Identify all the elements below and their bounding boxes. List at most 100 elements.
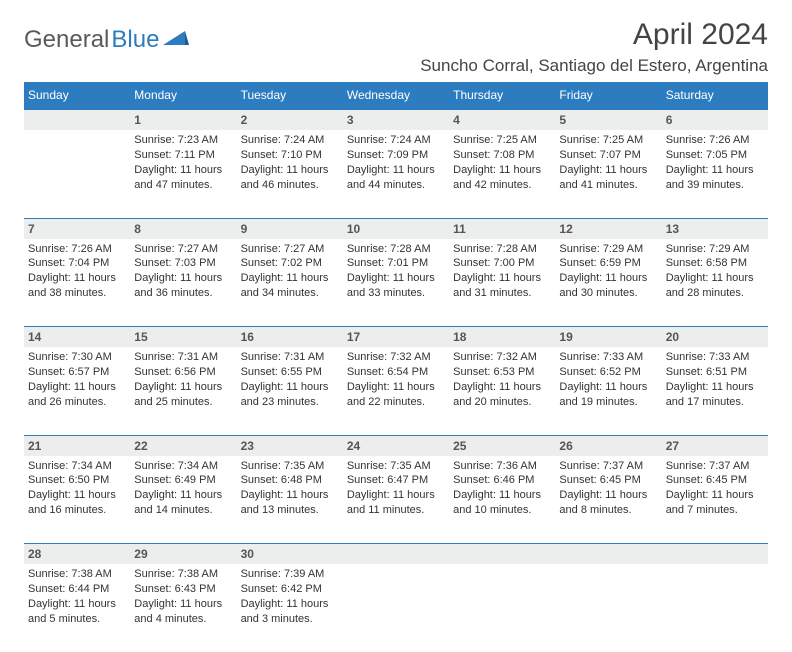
daylight-text: Daylight: 11 hours: [453, 163, 551, 178]
day-details: Sunrise: 7:32 AMSunset: 6:53 PMDaylight:…: [453, 350, 551, 409]
sunset-text: Sunset: 6:44 PM: [28, 582, 126, 597]
sunrise-text: Sunrise: 7:25 AM: [559, 133, 657, 148]
sunset-text: Sunset: 7:04 PM: [28, 256, 126, 271]
sunrise-text: Sunrise: 7:32 AM: [347, 350, 445, 365]
daylight-text: Daylight: 11 hours: [559, 271, 657, 286]
daylight-text: Daylight: 11 hours: [559, 488, 657, 503]
weekday-header-row: Sunday Monday Tuesday Wednesday Thursday…: [24, 82, 768, 109]
daylight-text: Daylight: 11 hours: [134, 380, 232, 395]
day-details: Sunrise: 7:30 AMSunset: 6:57 PMDaylight:…: [28, 350, 126, 409]
day-details: Sunrise: 7:35 AMSunset: 6:47 PMDaylight:…: [347, 459, 445, 518]
sunrise-text: Sunrise: 7:26 AM: [28, 242, 126, 257]
sunset-text: Sunset: 6:45 PM: [666, 473, 764, 488]
sunset-text: Sunset: 7:08 PM: [453, 148, 551, 163]
sunrise-text: Sunrise: 7:34 AM: [28, 459, 126, 474]
daylight-text: and 7 minutes.: [666, 503, 764, 518]
sunrise-text: Sunrise: 7:35 AM: [347, 459, 445, 474]
day-cell: Sunrise: 7:35 AMSunset: 6:47 PMDaylight:…: [343, 456, 449, 544]
day-details: Sunrise: 7:39 AMSunset: 6:42 PMDaylight:…: [241, 567, 339, 626]
daylight-text: Daylight: 11 hours: [134, 271, 232, 286]
day-details: Sunrise: 7:34 AMSunset: 6:50 PMDaylight:…: [28, 459, 126, 518]
day-cell: Sunrise: 7:36 AMSunset: 6:46 PMDaylight:…: [449, 456, 555, 544]
daylight-text: Daylight: 11 hours: [28, 597, 126, 612]
daylight-text: Daylight: 11 hours: [241, 488, 339, 503]
day-number: 20: [662, 327, 768, 348]
week-row: Sunrise: 7:34 AMSunset: 6:50 PMDaylight:…: [24, 456, 768, 544]
day-details: Sunrise: 7:33 AMSunset: 6:51 PMDaylight:…: [666, 350, 764, 409]
daylight-text: and 36 minutes.: [134, 286, 232, 301]
daylight-text: and 4 minutes.: [134, 612, 232, 627]
day-number: 1: [130, 109, 236, 130]
sunset-text: Sunset: 6:48 PM: [241, 473, 339, 488]
sunrise-text: Sunrise: 7:26 AM: [666, 133, 764, 148]
logo: GeneralBlue: [24, 26, 189, 54]
day-details: Sunrise: 7:24 AMSunset: 7:10 PMDaylight:…: [241, 133, 339, 192]
sunset-text: Sunset: 6:45 PM: [559, 473, 657, 488]
daylight-text: and 19 minutes.: [559, 395, 657, 410]
day-number: 11: [449, 218, 555, 239]
sunset-text: Sunset: 7:00 PM: [453, 256, 551, 271]
daylight-text: and 26 minutes.: [28, 395, 126, 410]
sunset-text: Sunset: 6:55 PM: [241, 365, 339, 380]
day-number: [449, 544, 555, 565]
sunrise-text: Sunrise: 7:24 AM: [347, 133, 445, 148]
day-cell: Sunrise: 7:34 AMSunset: 6:50 PMDaylight:…: [24, 456, 130, 544]
day-number: 5: [555, 109, 661, 130]
daylight-text: Daylight: 11 hours: [347, 163, 445, 178]
day-number: 6: [662, 109, 768, 130]
day-number: 24: [343, 435, 449, 456]
day-cell: [555, 564, 661, 652]
daylight-text: Daylight: 11 hours: [666, 271, 764, 286]
day-cell: Sunrise: 7:33 AMSunset: 6:51 PMDaylight:…: [662, 347, 768, 435]
sunset-text: Sunset: 7:09 PM: [347, 148, 445, 163]
weekday-header: Saturday: [662, 82, 768, 109]
day-number: 2: [237, 109, 343, 130]
day-details: Sunrise: 7:32 AMSunset: 6:54 PMDaylight:…: [347, 350, 445, 409]
sunrise-text: Sunrise: 7:38 AM: [28, 567, 126, 582]
day-details: Sunrise: 7:34 AMSunset: 6:49 PMDaylight:…: [134, 459, 232, 518]
daylight-text: and 47 minutes.: [134, 178, 232, 193]
sunrise-text: Sunrise: 7:32 AM: [453, 350, 551, 365]
daylight-text: and 41 minutes.: [559, 178, 657, 193]
day-number: 19: [555, 327, 661, 348]
daylight-text: and 22 minutes.: [347, 395, 445, 410]
daylight-text: Daylight: 11 hours: [453, 271, 551, 286]
weekday-header: Friday: [555, 82, 661, 109]
daylight-text: Daylight: 11 hours: [347, 488, 445, 503]
day-details: Sunrise: 7:27 AMSunset: 7:02 PMDaylight:…: [241, 242, 339, 301]
day-details: Sunrise: 7:29 AMSunset: 6:59 PMDaylight:…: [559, 242, 657, 301]
daylight-text: and 38 minutes.: [28, 286, 126, 301]
day-number: 7: [24, 218, 130, 239]
sunrise-text: Sunrise: 7:29 AM: [559, 242, 657, 257]
day-details: Sunrise: 7:38 AMSunset: 6:43 PMDaylight:…: [134, 567, 232, 626]
day-number: 13: [662, 218, 768, 239]
day-details: Sunrise: 7:37 AMSunset: 6:45 PMDaylight:…: [559, 459, 657, 518]
sunrise-text: Sunrise: 7:33 AM: [666, 350, 764, 365]
day-number: 22: [130, 435, 236, 456]
logo-text-blue: Blue: [111, 26, 159, 54]
sunrise-text: Sunrise: 7:27 AM: [134, 242, 232, 257]
daynum-row: 78910111213: [24, 218, 768, 239]
day-cell: [343, 564, 449, 652]
daylight-text: and 25 minutes.: [134, 395, 232, 410]
day-number: 23: [237, 435, 343, 456]
day-details: Sunrise: 7:29 AMSunset: 6:58 PMDaylight:…: [666, 242, 764, 301]
day-details: Sunrise: 7:28 AMSunset: 7:00 PMDaylight:…: [453, 242, 551, 301]
weekday-header: Thursday: [449, 82, 555, 109]
day-number: 4: [449, 109, 555, 130]
sunrise-text: Sunrise: 7:25 AM: [453, 133, 551, 148]
weekday-header: Tuesday: [237, 82, 343, 109]
day-cell: Sunrise: 7:32 AMSunset: 6:53 PMDaylight:…: [449, 347, 555, 435]
daylight-text: Daylight: 11 hours: [28, 380, 126, 395]
day-cell: Sunrise: 7:27 AMSunset: 7:02 PMDaylight:…: [237, 239, 343, 327]
sunrise-text: Sunrise: 7:35 AM: [241, 459, 339, 474]
sunset-text: Sunset: 6:59 PM: [559, 256, 657, 271]
sunset-text: Sunset: 6:49 PM: [134, 473, 232, 488]
day-details: Sunrise: 7:31 AMSunset: 6:56 PMDaylight:…: [134, 350, 232, 409]
day-cell: Sunrise: 7:28 AMSunset: 7:00 PMDaylight:…: [449, 239, 555, 327]
logo-triangle-icon: [163, 29, 189, 52]
day-cell: Sunrise: 7:39 AMSunset: 6:42 PMDaylight:…: [237, 564, 343, 652]
sunrise-text: Sunrise: 7:31 AM: [241, 350, 339, 365]
day-number: 30: [237, 544, 343, 565]
daylight-text: and 20 minutes.: [453, 395, 551, 410]
